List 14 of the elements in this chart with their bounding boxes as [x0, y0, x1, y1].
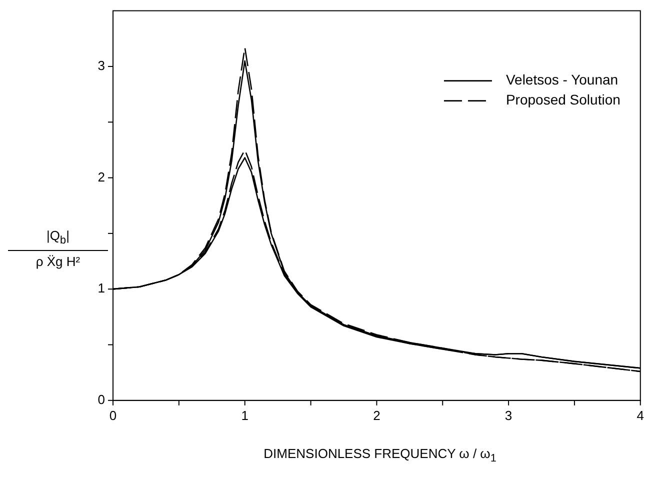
- y-tick-label: 1: [98, 280, 105, 296]
- x-tick-label: 2: [373, 408, 380, 423]
- y-tick-label: 3: [98, 58, 105, 74]
- y-tick-label: 0: [98, 392, 105, 407]
- x-tick-label: 0: [109, 408, 117, 423]
- x-tick-label: 3: [504, 408, 512, 423]
- x-axis-title: DIMENSIONLESS FREQUENCY ω / ω$_{1}$: [262, 446, 498, 465]
- legend-label: Proposed Solution: [506, 92, 620, 108]
- legend-label: Veletsos - Younan: [506, 72, 618, 88]
- y-tick-label: 2: [98, 169, 105, 184]
- text: ρ Ẍg H²: [36, 254, 80, 269]
- x-tick-label: 4: [636, 408, 644, 423]
- x-tick-label: 1: [241, 408, 248, 423]
- text: |Q$_{b}$|: [46, 228, 70, 247]
